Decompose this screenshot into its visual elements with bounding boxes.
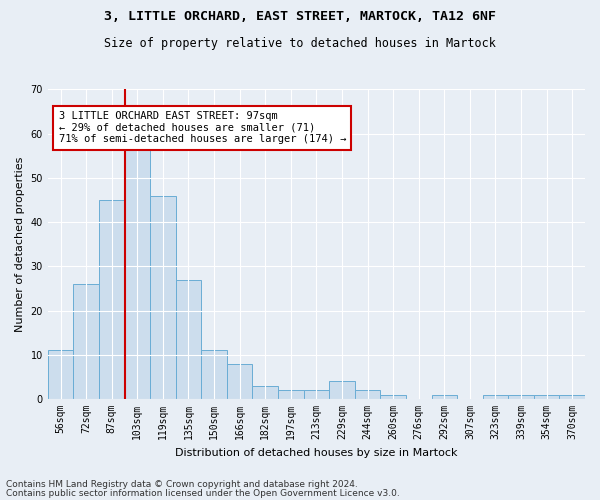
Bar (227, 364, 253, 399)
Bar (329, 382, 355, 399)
Text: Size of property relative to detached houses in Martock: Size of property relative to detached ho… (104, 38, 496, 51)
Text: 3, LITTLE ORCHARD, EAST STREET, MARTOCK, TA12 6NF: 3, LITTLE ORCHARD, EAST STREET, MARTOCK,… (104, 10, 496, 23)
Text: 3 LITTLE ORCHARD EAST STREET: 97sqm
← 29% of detached houses are smaller (71)
71: 3 LITTLE ORCHARD EAST STREET: 97sqm ← 29… (59, 111, 346, 144)
Text: Contains HM Land Registry data © Crown copyright and database right 2024.: Contains HM Land Registry data © Crown c… (6, 480, 358, 489)
Bar (201, 350, 227, 399)
Bar (559, 394, 585, 399)
Bar (482, 394, 508, 399)
Bar (48, 350, 73, 399)
Bar (73, 284, 99, 399)
Bar (99, 200, 125, 399)
Bar (534, 394, 559, 399)
Bar (508, 394, 534, 399)
Bar (304, 390, 329, 399)
Bar (253, 386, 278, 399)
Text: Contains public sector information licensed under the Open Government Licence v3: Contains public sector information licen… (6, 489, 400, 498)
Bar (278, 390, 304, 399)
Bar (150, 196, 176, 399)
Bar (125, 147, 150, 399)
X-axis label: Distribution of detached houses by size in Martock: Distribution of detached houses by size … (175, 448, 458, 458)
Bar (431, 394, 457, 399)
Y-axis label: Number of detached properties: Number of detached properties (15, 156, 25, 332)
Bar (380, 394, 406, 399)
Bar (176, 280, 201, 399)
Bar (355, 390, 380, 399)
